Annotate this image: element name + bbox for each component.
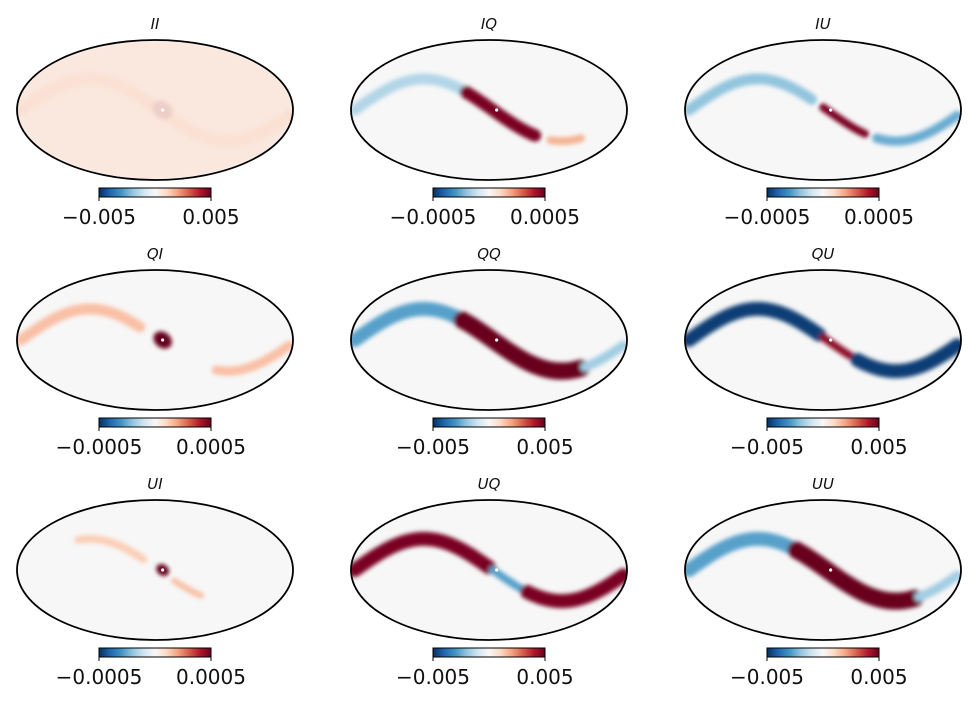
center-marker	[495, 568, 499, 572]
broad-feature	[17, 40, 293, 180]
colorbar	[98, 417, 212, 428]
map-features	[351, 531, 627, 609]
colorbar-min-label: −0.005	[730, 435, 804, 459]
panel-title: IQ	[481, 15, 497, 33]
band-feature	[211, 340, 293, 376]
map-outline	[16, 499, 294, 641]
map-features	[17, 303, 293, 376]
band-feature	[453, 311, 590, 380]
center-marker	[829, 108, 833, 112]
center-marker	[495, 108, 499, 112]
panel-title: UU	[812, 475, 834, 493]
colorbar-max-label: 0.0005	[176, 665, 246, 689]
map-features	[351, 301, 627, 380]
band-feature	[546, 134, 585, 146]
panel-title: II	[151, 15, 160, 33]
band-feature	[819, 333, 858, 362]
colorbar	[98, 647, 212, 658]
colorbar	[766, 647, 880, 658]
band-feature	[872, 110, 961, 146]
panel-iu: IU −0.0005 0.0005	[684, 15, 962, 229]
map-outline	[350, 499, 628, 641]
map-features	[685, 531, 961, 610]
band-feature	[819, 103, 870, 138]
map-outline	[684, 269, 962, 411]
map-outline	[684, 499, 962, 641]
panel-qi: QI −0.0005 0.0005	[16, 245, 294, 459]
colorbar-max-label: 0.005	[850, 435, 907, 459]
band-feature	[850, 338, 961, 379]
colorbar	[432, 417, 546, 428]
colorbar	[432, 647, 546, 658]
map-background	[17, 500, 293, 640]
map-features	[685, 301, 961, 379]
colorbar	[432, 187, 546, 198]
panel-iq: IQ −0.0005 0.0005	[350, 15, 628, 229]
band-feature	[685, 73, 817, 116]
map-features	[17, 40, 293, 180]
band-feature	[787, 541, 924, 610]
center-marker	[829, 338, 833, 342]
panel-title: UQ	[478, 475, 501, 493]
band-feature	[914, 570, 961, 602]
colorbar	[766, 187, 880, 198]
colorbar-max-label: 0.0005	[844, 205, 914, 229]
colorbar-min-label: −0.0005	[56, 665, 143, 689]
map-features	[351, 73, 585, 146]
band-feature	[74, 535, 148, 564]
panel-title: QQ	[477, 245, 501, 263]
band-feature	[488, 566, 528, 594]
colorbar-max-label: 0.005	[516, 665, 573, 689]
center-marker	[495, 338, 499, 342]
panel-title: UI	[147, 475, 163, 493]
map-features	[74, 535, 205, 599]
colorbar-min-label: −0.005	[396, 665, 470, 689]
center-marker	[829, 568, 833, 572]
colorbar-min-label: −0.005	[730, 665, 804, 689]
colorbar-min-label: −0.005	[396, 435, 470, 459]
panel-title: IU	[815, 15, 830, 33]
band-feature	[685, 301, 827, 347]
map-outline	[16, 39, 294, 181]
colorbar-max-label: 0.005	[182, 205, 239, 229]
colorbar-max-label: 0.005	[850, 665, 907, 689]
panel-title: QI	[147, 245, 164, 263]
band-feature	[17, 303, 146, 346]
panel-uu: UU −0.005 0.005	[684, 475, 962, 689]
colorbar-min-label: −0.0005	[724, 205, 811, 229]
panel-qu: QU −0.005 0.005	[684, 245, 962, 459]
colorbar-min-label: −0.0005	[56, 435, 143, 459]
colorbar-min-label: −0.0005	[390, 205, 477, 229]
band-feature	[171, 577, 205, 599]
map-outline	[350, 269, 628, 411]
center-marker	[161, 108, 165, 112]
center-marker	[161, 338, 165, 342]
map-outline	[16, 269, 294, 411]
center-marker	[161, 568, 165, 572]
colorbar-min-label: −0.005	[62, 205, 136, 229]
map-features	[685, 73, 961, 146]
panel-ii: II −0.005 0.005	[16, 15, 294, 229]
panel-uq: UQ −0.005 0.005	[350, 475, 628, 689]
colorbar-max-label: 0.0005	[510, 205, 580, 229]
colorbar	[766, 417, 880, 428]
band-feature	[459, 85, 542, 142]
colorbar-max-label: 0.0005	[176, 435, 246, 459]
band-feature	[520, 568, 627, 609]
colorbar-max-label: 0.005	[516, 435, 573, 459]
band-feature	[351, 73, 472, 116]
map-outline	[350, 39, 628, 181]
band-feature	[685, 531, 800, 577]
panel-title: QU	[812, 245, 835, 263]
map-outline	[684, 39, 962, 181]
panel-qq: QQ −0.005 0.005	[350, 245, 628, 459]
panel-ui: UI −0.0005 0.0005	[16, 475, 294, 689]
colorbar	[98, 187, 212, 198]
band-feature	[580, 340, 627, 372]
band-feature	[351, 531, 496, 577]
band-feature	[351, 301, 466, 347]
